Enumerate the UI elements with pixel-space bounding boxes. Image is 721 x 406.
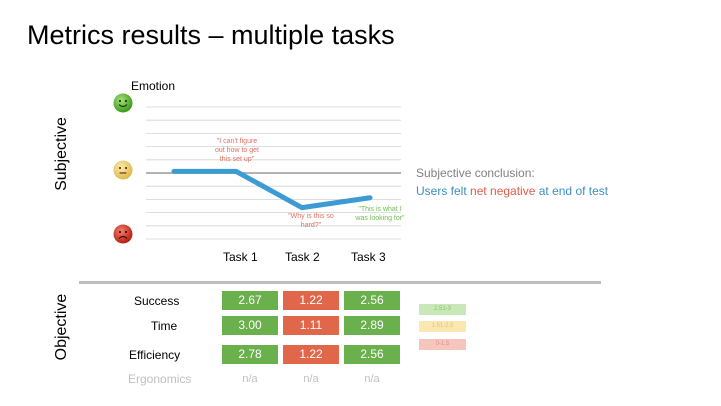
- legend-swatch-high: 2.51-3: [419, 304, 466, 315]
- chart-annotation-task2: "Why is this so hard?": [288, 213, 334, 229]
- sad-face-icon: [113, 224, 133, 244]
- section-divider: [79, 281, 601, 284]
- conclusion-negative: net negative: [470, 184, 536, 198]
- metric-label-efficiency: Efficiency: [129, 348, 181, 362]
- metric-cell: 1.22: [283, 291, 339, 310]
- objective-axis-label: Objective: [53, 293, 70, 361]
- ergonomics-value: n/a: [303, 373, 319, 385]
- metric-cell: 2.67: [222, 291, 278, 310]
- metric-cell: 3.00: [222, 316, 278, 335]
- emotion-label: Emotion: [131, 79, 176, 93]
- metric-cell: 2.89: [344, 316, 400, 335]
- ergonomics-value: n/a: [364, 373, 380, 385]
- neutral-face-icon: [113, 160, 133, 180]
- chart-annotation-task1: "I can't figure out how to get this set …: [215, 138, 259, 163]
- legend-swatch-low: 0-1.5: [419, 339, 466, 350]
- emotion-series-line: [171, 168, 373, 211]
- metric-cell: 2.56: [344, 345, 400, 364]
- happy-face-icon: [113, 93, 133, 113]
- chart-annotation-task3: "This is what I was looking for": [355, 206, 405, 222]
- conclusion-heading: Subjective conclusion:: [416, 166, 535, 180]
- metric-label-time: Time: [151, 319, 178, 333]
- metric-cell: 2.78: [222, 345, 278, 364]
- legend-swatch-mid: 1.51-2.5: [419, 321, 466, 332]
- metric-cell: 1.11: [283, 316, 339, 335]
- metric-cell: 1.22: [283, 345, 339, 364]
- slide-title: Metrics results – multiple tasks: [27, 20, 395, 50]
- metric-cell: 2.56: [344, 291, 400, 310]
- conclusion-part1: Users felt: [416, 184, 471, 198]
- conclusion-part3: at end of test: [535, 184, 609, 198]
- subjective-axis-label: Subjective: [53, 117, 70, 191]
- task-label-3: Task 3: [351, 250, 386, 264]
- metric-label-success: Success: [134, 294, 180, 308]
- metric-label-ergonomics: Ergonomics: [128, 372, 192, 386]
- task-label-1: Task 1: [223, 250, 258, 264]
- ergonomics-value: n/a: [242, 373, 258, 385]
- task-label-2: Task 2: [285, 250, 320, 264]
- conclusion-text: Users felt net negative at end of test: [416, 184, 608, 198]
